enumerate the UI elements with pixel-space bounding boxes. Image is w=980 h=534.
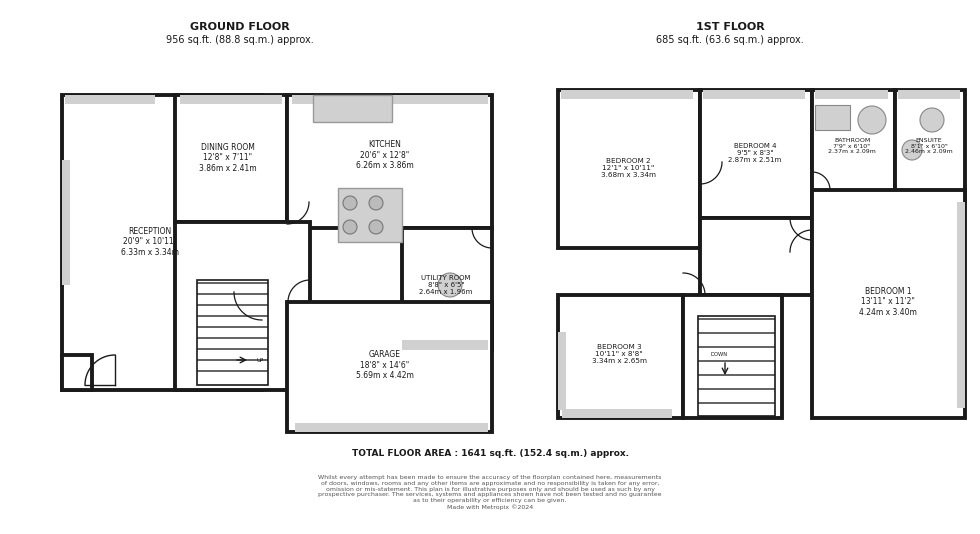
Text: DOWN: DOWN <box>710 351 727 357</box>
Bar <box>287 95 492 228</box>
Bar <box>295 423 488 432</box>
Bar <box>558 90 700 248</box>
Bar <box>197 326 268 328</box>
Text: BEDROOM 4
9'5" x 8'3"
2.87m x 2.51m: BEDROOM 4 9'5" x 8'3" 2.87m x 2.51m <box>728 143 782 163</box>
Bar <box>683 295 782 418</box>
Bar <box>175 95 287 222</box>
Bar <box>65 95 155 104</box>
Bar <box>197 280 268 385</box>
Bar <box>338 188 402 242</box>
Text: 956 sq.ft. (88.8 sq.m.) approx.: 956 sq.ft. (88.8 sq.m.) approx. <box>167 35 314 45</box>
Bar <box>815 90 888 99</box>
Circle shape <box>902 140 922 160</box>
Bar <box>703 90 805 99</box>
Bar <box>700 90 812 218</box>
Bar <box>180 95 282 104</box>
Bar <box>313 95 392 122</box>
Text: BEDROOM 2
12'1" x 10'11"
3.68m x 3.34m: BEDROOM 2 12'1" x 10'11" 3.68m x 3.34m <box>601 158 656 178</box>
Bar <box>698 346 775 348</box>
Bar <box>812 90 895 202</box>
Bar <box>561 90 693 99</box>
Bar <box>562 409 672 418</box>
Circle shape <box>369 220 383 234</box>
Bar <box>698 388 775 390</box>
Bar <box>957 202 965 408</box>
Bar <box>197 348 268 350</box>
Bar <box>197 370 268 372</box>
Bar <box>197 337 268 339</box>
Text: BATHROOM
7'9" x 6'10"
2.37m x 2.09m: BATHROOM 7'9" x 6'10" 2.37m x 2.09m <box>828 138 876 154</box>
Circle shape <box>343 196 357 210</box>
Bar <box>402 340 488 350</box>
Bar <box>812 190 965 418</box>
Circle shape <box>920 108 944 132</box>
Bar <box>895 90 965 202</box>
Bar <box>558 332 566 410</box>
Bar <box>698 360 775 362</box>
Text: 1ST FLOOR: 1ST FLOOR <box>696 22 764 32</box>
Bar <box>62 160 70 285</box>
Bar <box>402 228 492 350</box>
Bar <box>700 218 812 295</box>
Bar <box>62 355 92 390</box>
Text: RECEPTION
20'9" x 10'11"
6.33m x 3.34m: RECEPTION 20'9" x 10'11" 6.33m x 3.34m <box>121 227 179 257</box>
Bar <box>815 105 850 130</box>
Circle shape <box>858 106 886 134</box>
Bar <box>898 90 960 99</box>
Circle shape <box>369 196 383 210</box>
Bar <box>62 95 262 390</box>
Text: GROUND FLOOR: GROUND FLOOR <box>190 22 290 32</box>
Bar <box>287 302 492 432</box>
Bar <box>698 332 775 334</box>
Bar <box>698 318 775 320</box>
Bar <box>197 359 268 361</box>
Bar <box>197 315 268 317</box>
Text: DINING ROOM
12'8" x 7'11"
3.86m x 2.41m: DINING ROOM 12'8" x 7'11" 3.86m x 2.41m <box>199 143 257 173</box>
Text: Whilst every attempt has been made to ensure the accuracy of the floorplan conta: Whilst every attempt has been made to en… <box>318 475 662 510</box>
Text: BEDROOM 1
13'11" x 11'2"
4.24m x 3.40m: BEDROOM 1 13'11" x 11'2" 4.24m x 3.40m <box>859 287 917 317</box>
Bar <box>197 282 268 284</box>
Bar <box>292 95 488 104</box>
Bar <box>197 293 268 295</box>
Text: 685 sq.ft. (63.6 sq.m.) approx.: 685 sq.ft. (63.6 sq.m.) approx. <box>657 35 804 45</box>
Circle shape <box>438 273 462 297</box>
Text: BEDROOM 3
10'11" x 8'8"
3.34m x 2.65m: BEDROOM 3 10'11" x 8'8" 3.34m x 2.65m <box>592 344 647 364</box>
Circle shape <box>343 220 357 234</box>
Text: KITCHEN
20'6" x 12'8"
6.26m x 3.86m: KITCHEN 20'6" x 12'8" 6.26m x 3.86m <box>356 140 414 170</box>
Text: TOTAL FLOOR AREA : 1641 sq.ft. (152.4 sq.m.) approx.: TOTAL FLOOR AREA : 1641 sq.ft. (152.4 sq… <box>352 449 628 458</box>
Bar <box>698 316 775 416</box>
Bar <box>175 222 310 390</box>
Text: GARAGE
18'8" x 14'6"
5.69m x 4.42m: GARAGE 18'8" x 14'6" 5.69m x 4.42m <box>356 350 414 380</box>
Bar <box>698 402 775 404</box>
Text: UTILITY ROOM
8'8" x 6'5"
2.64m x 1.96m: UTILITY ROOM 8'8" x 6'5" 2.64m x 1.96m <box>419 275 472 295</box>
Bar <box>698 374 775 376</box>
Text: UP: UP <box>256 357 264 363</box>
Text: ENSUITE
8'1" x 6'10"
2.46m x 2.09m: ENSUITE 8'1" x 6'10" 2.46m x 2.09m <box>906 138 953 154</box>
Bar <box>197 304 268 306</box>
Bar <box>558 295 683 418</box>
